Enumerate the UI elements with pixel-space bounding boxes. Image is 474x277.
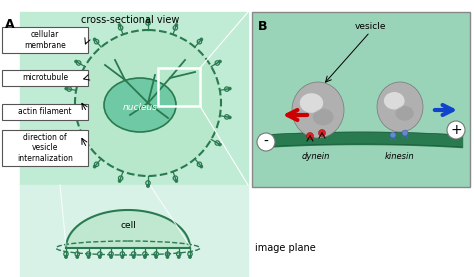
Text: nucleus: nucleus [122,104,157,112]
Circle shape [65,87,68,90]
Text: actin filament: actin filament [18,107,72,117]
Circle shape [76,255,79,258]
Ellipse shape [395,106,414,121]
Text: +: + [450,123,462,137]
Circle shape [219,60,221,63]
Ellipse shape [300,93,323,113]
Circle shape [402,130,408,136]
Circle shape [219,143,221,146]
Circle shape [109,255,113,258]
Circle shape [447,121,465,139]
Text: cell: cell [120,220,136,230]
Circle shape [74,60,78,63]
Circle shape [257,133,275,151]
Ellipse shape [292,82,344,138]
FancyBboxPatch shape [2,27,88,53]
Circle shape [93,38,96,41]
FancyBboxPatch shape [252,12,470,187]
Circle shape [132,255,135,258]
Circle shape [98,255,101,258]
Circle shape [65,116,68,119]
Circle shape [175,24,178,27]
Circle shape [228,116,231,119]
Circle shape [200,165,203,168]
FancyBboxPatch shape [2,104,88,120]
Circle shape [64,255,67,258]
Circle shape [75,30,221,176]
Text: -: - [264,135,268,149]
Circle shape [144,255,146,258]
Circle shape [390,132,396,138]
Ellipse shape [377,82,423,132]
Text: dynein: dynein [302,152,330,161]
Circle shape [74,143,78,146]
Circle shape [118,24,121,27]
Text: direction of
vesicle
internalization: direction of vesicle internalization [17,133,73,163]
Circle shape [177,255,180,258]
Circle shape [200,38,203,41]
Circle shape [87,255,90,258]
Text: microtubule: microtubule [22,73,68,83]
Circle shape [319,130,326,137]
Ellipse shape [104,78,176,132]
Text: image plane: image plane [255,243,316,253]
Circle shape [307,132,313,140]
Text: B: B [258,20,267,33]
Circle shape [146,184,149,188]
Circle shape [155,255,158,258]
Polygon shape [20,185,248,277]
FancyBboxPatch shape [2,70,88,86]
Circle shape [228,87,231,90]
Polygon shape [20,12,248,185]
Text: cross-sectional view: cross-sectional view [81,15,179,25]
Circle shape [93,165,96,168]
Circle shape [189,255,191,258]
Text: cellular
membrane: cellular membrane [24,30,66,50]
FancyBboxPatch shape [2,130,88,166]
Text: kinesin: kinesin [385,152,415,161]
Polygon shape [66,210,190,248]
Circle shape [121,255,124,258]
Ellipse shape [384,92,405,109]
Circle shape [118,179,121,183]
Text: vesicle: vesicle [354,22,386,31]
Circle shape [166,255,169,258]
Circle shape [146,19,149,22]
Text: A: A [5,18,15,31]
Ellipse shape [313,109,334,125]
Circle shape [175,179,178,183]
